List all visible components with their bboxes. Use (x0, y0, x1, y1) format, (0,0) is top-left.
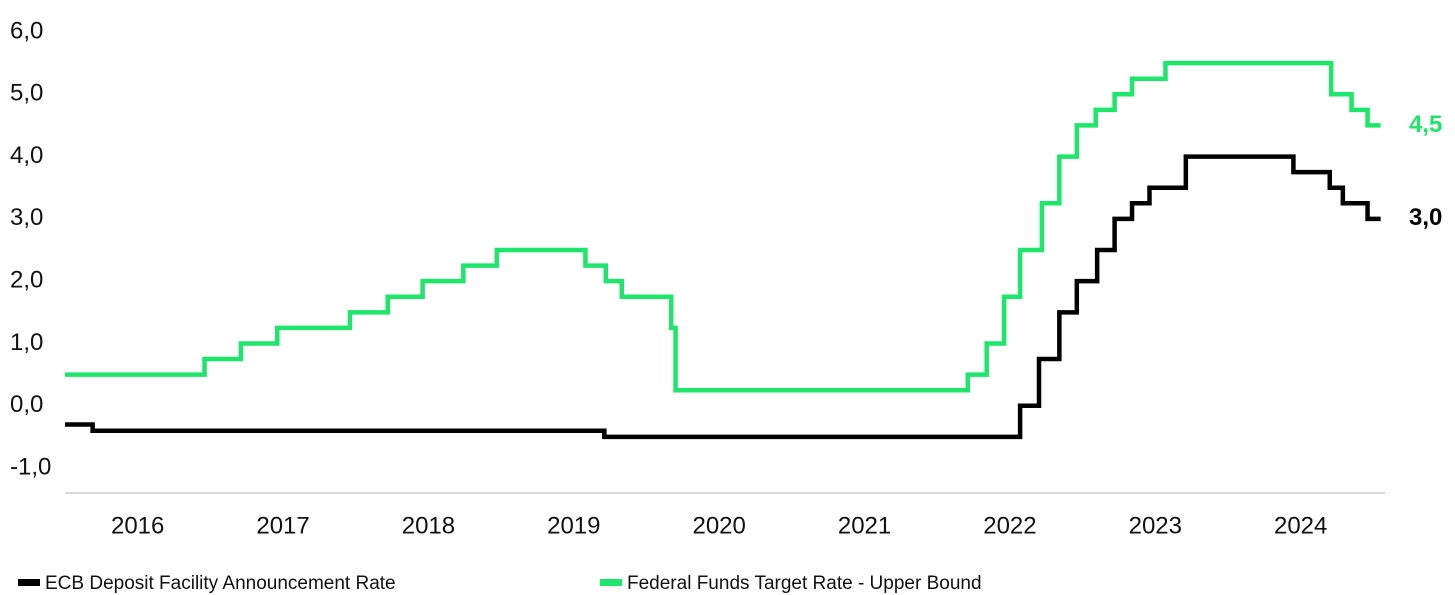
y-tick-label: -1,0 (10, 453, 51, 480)
x-tick-label: 2023 (1129, 512, 1182, 539)
x-tick-label: 2019 (547, 512, 600, 539)
x-tick-label: 2018 (402, 512, 455, 539)
x-tick-label: 2016 (111, 512, 164, 539)
y-tick-label: 1,0 (10, 329, 43, 356)
y-tick-label: 4,0 (10, 142, 43, 169)
x-tick-label: 2020 (692, 512, 745, 539)
x-tick-label: 2022 (983, 512, 1036, 539)
y-tick-label: 2,0 (10, 267, 43, 294)
legend-label: Federal Funds Target Rate - Upper Bound (627, 573, 982, 594)
step-line (65, 154, 1381, 440)
x-tick-label: 2021 (838, 512, 891, 539)
y-tick-label: 0,0 (10, 391, 43, 418)
step-line (65, 60, 1381, 393)
x-tick-label: 2024 (1274, 512, 1327, 539)
x-tick-label: 2017 (256, 512, 309, 539)
legend-label: ECB Deposit Facility Announcement Rate (45, 573, 396, 594)
legend-swatch (18, 579, 40, 586)
y-tick-label: 6,0 (10, 17, 43, 44)
legend-swatch (600, 579, 622, 586)
end-label: 4,5 (1409, 111, 1442, 138)
y-tick-label: 5,0 (10, 80, 43, 107)
end-label: 3,0 (1409, 204, 1442, 231)
y-tick-label: 3,0 (10, 204, 43, 231)
